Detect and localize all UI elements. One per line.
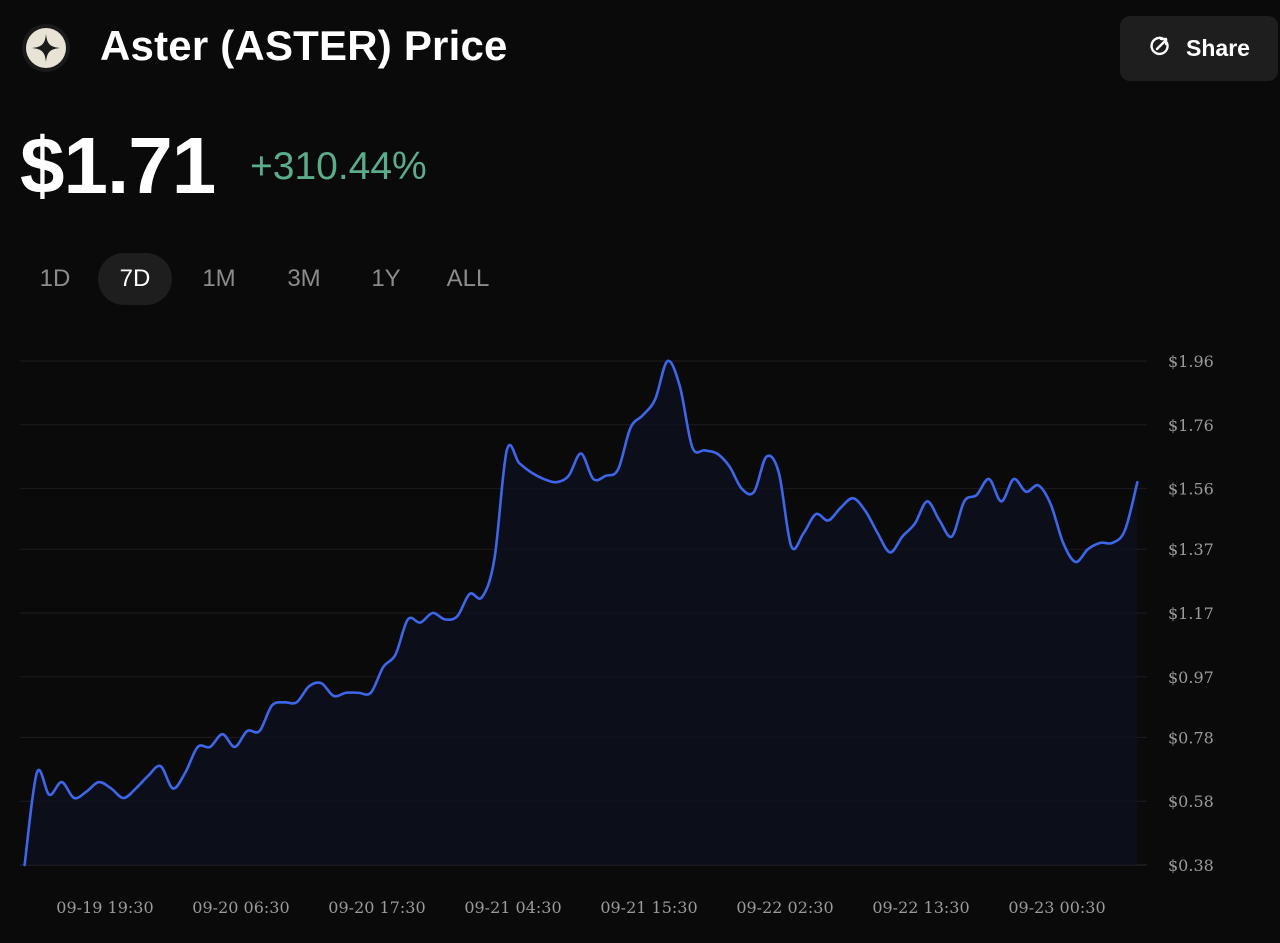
- tab-1m[interactable]: 1M: [202, 265, 236, 292]
- aster-logo-icon: [26, 28, 66, 68]
- share-button[interactable]: Share: [1120, 16, 1278, 81]
- x-tick-label: 09-20 06:30: [192, 898, 289, 917]
- x-tick-label: 09-21 04:30: [464, 898, 561, 917]
- page-title: Aster (ASTER) Price: [100, 22, 508, 69]
- y-tick-label: $0.58: [1168, 792, 1214, 811]
- price-area-fill: [24, 360, 1138, 865]
- tab-3m[interactable]: 3M: [287, 265, 321, 292]
- price-line: [23, 359, 1139, 867]
- y-tick-label: $1.76: [1168, 416, 1214, 435]
- share-arrow-icon: [1148, 34, 1172, 63]
- tab-7d[interactable]: 7D: [98, 253, 172, 305]
- price-chart[interactable]: $1.96 $1.76 $1.56 $1.37 $1.17 $0.97 $0.78 $0.58…: [0, 330, 1280, 943]
- x-tick-label: 09-22 13:30: [872, 898, 969, 917]
- y-tick-label: $1.17: [1168, 604, 1214, 623]
- x-tick-label: 09-23 00:30: [1008, 898, 1105, 917]
- share-label: Share: [1186, 35, 1250, 61]
- x-tick-label: 09-21 15:30: [600, 898, 697, 917]
- tab-1y[interactable]: 1Y: [371, 265, 401, 292]
- y-tick-label: $1.37: [1168, 540, 1214, 559]
- y-tick-label: $0.97: [1168, 668, 1214, 687]
- x-tick-label: 09-22 02:30: [736, 898, 833, 917]
- price-change-percent: +310.44%: [250, 145, 427, 188]
- x-tick-label: 09-19 19:30: [56, 898, 153, 917]
- y-tick-label: $0.38: [1168, 856, 1214, 875]
- timeframe-tabs: 1D 7D 1M 3M 1Y ALL: [20, 253, 505, 305]
- x-tick-label: 09-20 17:30: [328, 898, 425, 917]
- tab-1d[interactable]: 1D: [39, 265, 71, 292]
- y-tick-label: $1.96: [1168, 352, 1214, 371]
- current-price: $1.71: [20, 121, 216, 210]
- tab-all[interactable]: ALL: [446, 265, 490, 292]
- y-tick-label: $1.56: [1168, 480, 1214, 499]
- y-tick-label: $0.78: [1168, 728, 1214, 747]
